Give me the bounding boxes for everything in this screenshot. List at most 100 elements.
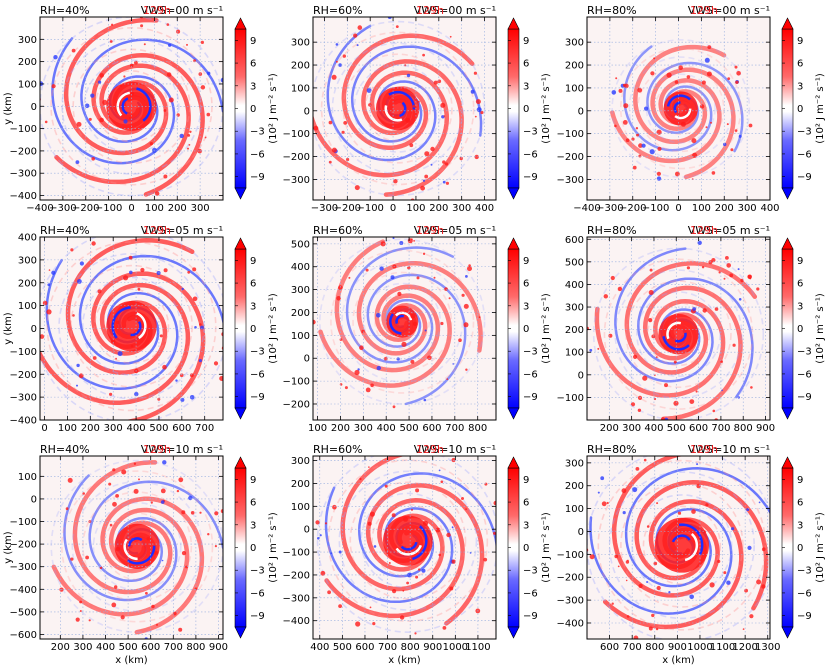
- speckle: [207, 71, 211, 76]
- x-tick-label: 0: [390, 203, 396, 214]
- speckle: [617, 565, 620, 568]
- speckle: [72, 314, 75, 317]
- speckle: [338, 285, 343, 290]
- plot-frame: [312, 236, 497, 421]
- colorbar-label: (10² J m⁻² s⁻¹): [268, 73, 279, 144]
- y-tick-label: −200: [283, 152, 310, 163]
- colorbar-tick-label: −6: [250, 149, 265, 160]
- colorbar-extend-bottom: [781, 407, 794, 420]
- speckle: [346, 157, 350, 162]
- speckle: [412, 104, 416, 108]
- speckle: [112, 468, 116, 472]
- speckle: [339, 338, 343, 341]
- speckle: [109, 392, 113, 396]
- colorbar-tick-label: 0: [523, 104, 529, 115]
- colorbar-label: (10² J m⁻² s⁻¹): [541, 73, 552, 144]
- speckle: [338, 604, 342, 608]
- speckle: [749, 614, 754, 619]
- colorbar-label: (10² J m⁻² s⁻¹): [541, 512, 552, 583]
- x-tick-label: 700: [164, 642, 183, 653]
- x-tick-label: −100: [642, 203, 669, 214]
- y-axis-label: y (km): [3, 312, 14, 345]
- panel-1: −400−300−200−100 0 100 200 3003002001000−100…: [3, 4, 279, 214]
- speckle: [166, 72, 172, 77]
- colorbar-tick-label: −3: [523, 127, 538, 138]
- y-tick-label: 100: [18, 472, 37, 483]
- core-band-2: [136, 312, 147, 340]
- speckle: [638, 583, 643, 589]
- y-tick-label: 500: [565, 257, 584, 268]
- rh-label: RH=40%: [40, 443, 90, 456]
- speckle: [493, 531, 496, 535]
- y-tick-label: 200: [291, 61, 310, 72]
- colorbar-label: (10² J m⁻² s⁻¹): [541, 293, 552, 364]
- colorbar-tick-label: 0: [797, 104, 803, 115]
- speckle: [468, 264, 471, 267]
- speckle: [88, 619, 91, 622]
- time-label: 129h: [143, 4, 171, 17]
- speckle: [664, 383, 668, 388]
- colorbar-extend-bottom: [234, 626, 247, 639]
- colorbar-tick-label: 6: [797, 498, 803, 509]
- y-tick-label: 400: [291, 262, 310, 273]
- speckle: [76, 121, 82, 127]
- heatmap-field: [610, 39, 753, 181]
- vws-label: VWS=10 m s⁻¹: [688, 443, 770, 456]
- speckle: [415, 575, 419, 579]
- speckle: [674, 80, 679, 84]
- speckle: [656, 585, 661, 591]
- ring-1: [374, 293, 431, 350]
- speckle: [120, 84, 123, 87]
- colorbar-extend-bottom: [781, 187, 794, 200]
- y-tick-label: −200: [283, 399, 310, 410]
- speckle: [192, 267, 197, 272]
- speckle: [368, 103, 372, 107]
- speckle: [686, 266, 691, 270]
- speckle: [392, 589, 397, 594]
- y-tick-label: 300: [291, 285, 310, 296]
- colorbar-tick-label: 9: [797, 36, 803, 47]
- colorbar-tick-label: 9: [250, 256, 256, 267]
- speckle: [738, 298, 742, 301]
- speckle: [46, 309, 52, 315]
- speckle: [415, 488, 420, 493]
- speckle: [704, 57, 710, 63]
- speckle: [115, 494, 119, 498]
- y-tick-label: −300: [10, 393, 37, 404]
- ring-5: [330, 249, 475, 394]
- speckle: [727, 77, 731, 80]
- vws-label: VWS=00 m s⁻¹: [141, 4, 223, 17]
- speckle: [635, 467, 640, 471]
- y-tick-label: −400: [10, 585, 37, 596]
- speckle: [692, 152, 698, 158]
- speckle: [414, 632, 417, 635]
- panel-9: 600 700 800 900 10001100120013003002001000−1…: [557, 443, 826, 666]
- speckle: [128, 255, 133, 260]
- speckle: [214, 511, 219, 516]
- speckle: [756, 287, 760, 291]
- ring-4: [628, 56, 734, 161]
- panel-4: 0 100 200 300 400 500 600 7004003002001000−100−…: [3, 224, 279, 434]
- speckle: [664, 417, 669, 420]
- speckle: [313, 125, 319, 131]
- colorbar-tick-label: 9: [797, 475, 803, 486]
- speckle: [410, 313, 416, 319]
- speckle: [200, 40, 204, 45]
- colorbar-tick-label: 9: [250, 475, 256, 486]
- y-tick-label: −200: [10, 146, 37, 157]
- speckle: [149, 142, 153, 146]
- speckle: [686, 75, 691, 79]
- speckle: [445, 162, 449, 166]
- speckle: [367, 521, 372, 526]
- y-tick-label: −600: [10, 630, 37, 641]
- speckle: [412, 321, 417, 326]
- speckle: [99, 566, 103, 570]
- x-tick-label: 800: [401, 642, 420, 653]
- speckle: [618, 88, 623, 93]
- core-band-1: [400, 541, 418, 551]
- speckle: [200, 325, 204, 330]
- speckle: [641, 143, 646, 148]
- speckle: [161, 559, 164, 562]
- speckle: [701, 80, 706, 85]
- speckle: [703, 530, 706, 534]
